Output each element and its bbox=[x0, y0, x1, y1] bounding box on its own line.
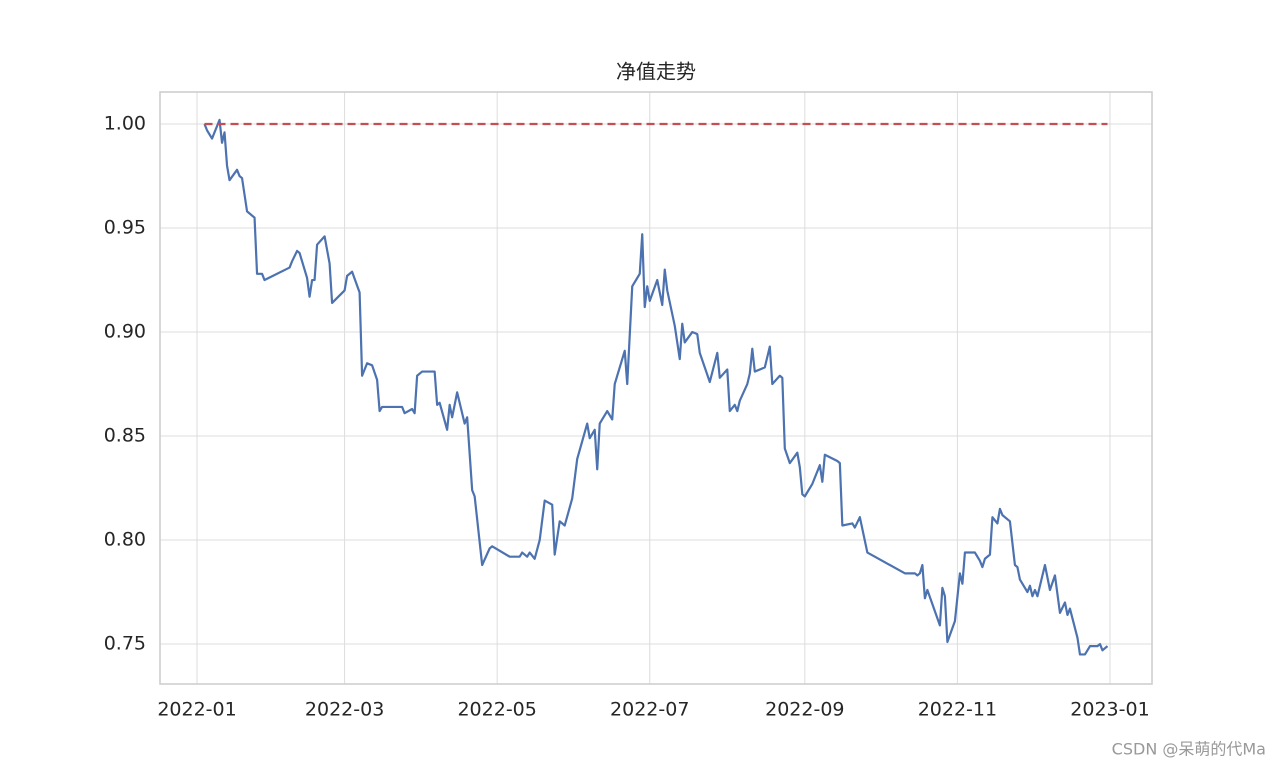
y-tick-label: 0.95 bbox=[104, 217, 146, 239]
x-tick-label: 2022-01 bbox=[157, 699, 236, 721]
chart-title: 净值走势 bbox=[616, 60, 696, 84]
series-line bbox=[203, 118, 1109, 656]
x-tick-label: 2022-05 bbox=[457, 699, 536, 721]
y-tick-label: 0.75 bbox=[104, 633, 146, 655]
x-tick-label: 2022-03 bbox=[305, 699, 384, 721]
x-tick-label: 2022-07 bbox=[610, 699, 689, 721]
watermark: CSDN @呆萌的代Ma bbox=[1112, 740, 1266, 759]
x-tick-label: 2022-11 bbox=[918, 699, 997, 721]
y-tick-label: 0.90 bbox=[104, 321, 146, 343]
y-tick-label: 0.80 bbox=[104, 529, 146, 551]
x-tick-label: 2022-09 bbox=[765, 699, 844, 721]
plot-frame bbox=[159, 91, 1153, 685]
x-tick-label: 2023-01 bbox=[1070, 699, 1149, 721]
y-tick-label: 1.00 bbox=[104, 113, 146, 135]
y-tick-label: 0.85 bbox=[104, 425, 146, 447]
